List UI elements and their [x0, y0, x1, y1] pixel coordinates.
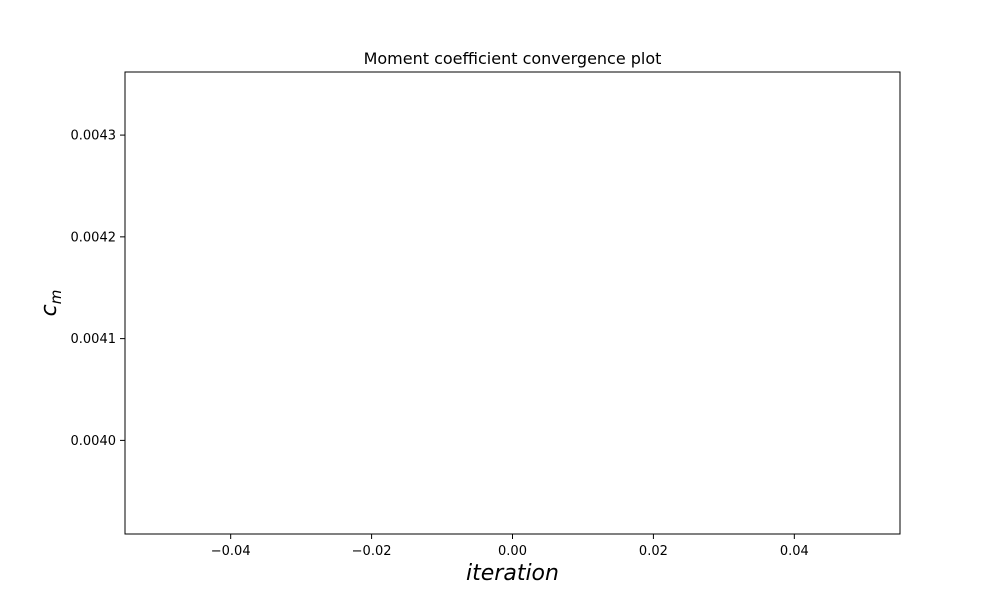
- y-tick-label: 0.0042: [71, 230, 117, 245]
- x-tick-label: −0.04: [211, 544, 251, 559]
- plot-area: [124, 71, 901, 535]
- x-axis: −0.04 −0.02 0.00 0.02 0.04: [211, 534, 809, 559]
- y-tick-label: 0.0041: [71, 332, 117, 347]
- y-tick-label: 0.0043: [71, 129, 117, 144]
- y-tick-label: 0.0040: [71, 434, 117, 449]
- x-tick-label: 0.00: [498, 544, 527, 559]
- y-axis-label-subscript: m: [47, 290, 65, 305]
- x-tick-label: 0.02: [639, 544, 668, 559]
- chart-title: Moment coefficient convergence plot: [364, 49, 662, 68]
- y-axis: 0.0040 0.0041 0.0042 0.0043: [71, 129, 125, 449]
- y-axis-label-main: c: [37, 304, 62, 316]
- x-axis-label: iteration: [466, 561, 559, 586]
- x-tick-label: −0.02: [352, 544, 392, 559]
- x-tick-label: 0.04: [780, 544, 809, 559]
- y-axis-label: cm: [37, 290, 65, 317]
